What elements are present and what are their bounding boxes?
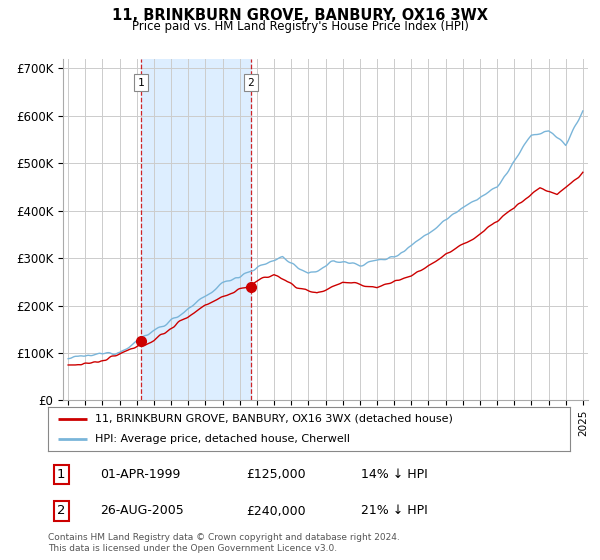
Text: 26-AUG-2005: 26-AUG-2005 xyxy=(100,505,184,517)
Text: 2: 2 xyxy=(57,505,65,517)
Text: 21% ↓ HPI: 21% ↓ HPI xyxy=(361,505,428,517)
Text: 11, BRINKBURN GROVE, BANBURY, OX16 3WX: 11, BRINKBURN GROVE, BANBURY, OX16 3WX xyxy=(112,8,488,24)
Text: 1: 1 xyxy=(57,468,65,481)
Text: 01-APR-1999: 01-APR-1999 xyxy=(100,468,181,481)
Text: £240,000: £240,000 xyxy=(247,505,306,517)
Text: £125,000: £125,000 xyxy=(247,468,306,481)
Text: HPI: Average price, detached house, Cherwell: HPI: Average price, detached house, Cher… xyxy=(95,434,350,444)
Text: Contains HM Land Registry data © Crown copyright and database right 2024.
This d: Contains HM Land Registry data © Crown c… xyxy=(48,533,400,553)
Bar xyxy=(141,59,251,400)
Text: 2: 2 xyxy=(247,78,254,88)
Text: 1: 1 xyxy=(137,78,145,88)
Text: 14% ↓ HPI: 14% ↓ HPI xyxy=(361,468,428,481)
Text: 11, BRINKBURN GROVE, BANBURY, OX16 3WX (detached house): 11, BRINKBURN GROVE, BANBURY, OX16 3WX (… xyxy=(95,414,453,424)
Text: Price paid vs. HM Land Registry's House Price Index (HPI): Price paid vs. HM Land Registry's House … xyxy=(131,20,469,32)
